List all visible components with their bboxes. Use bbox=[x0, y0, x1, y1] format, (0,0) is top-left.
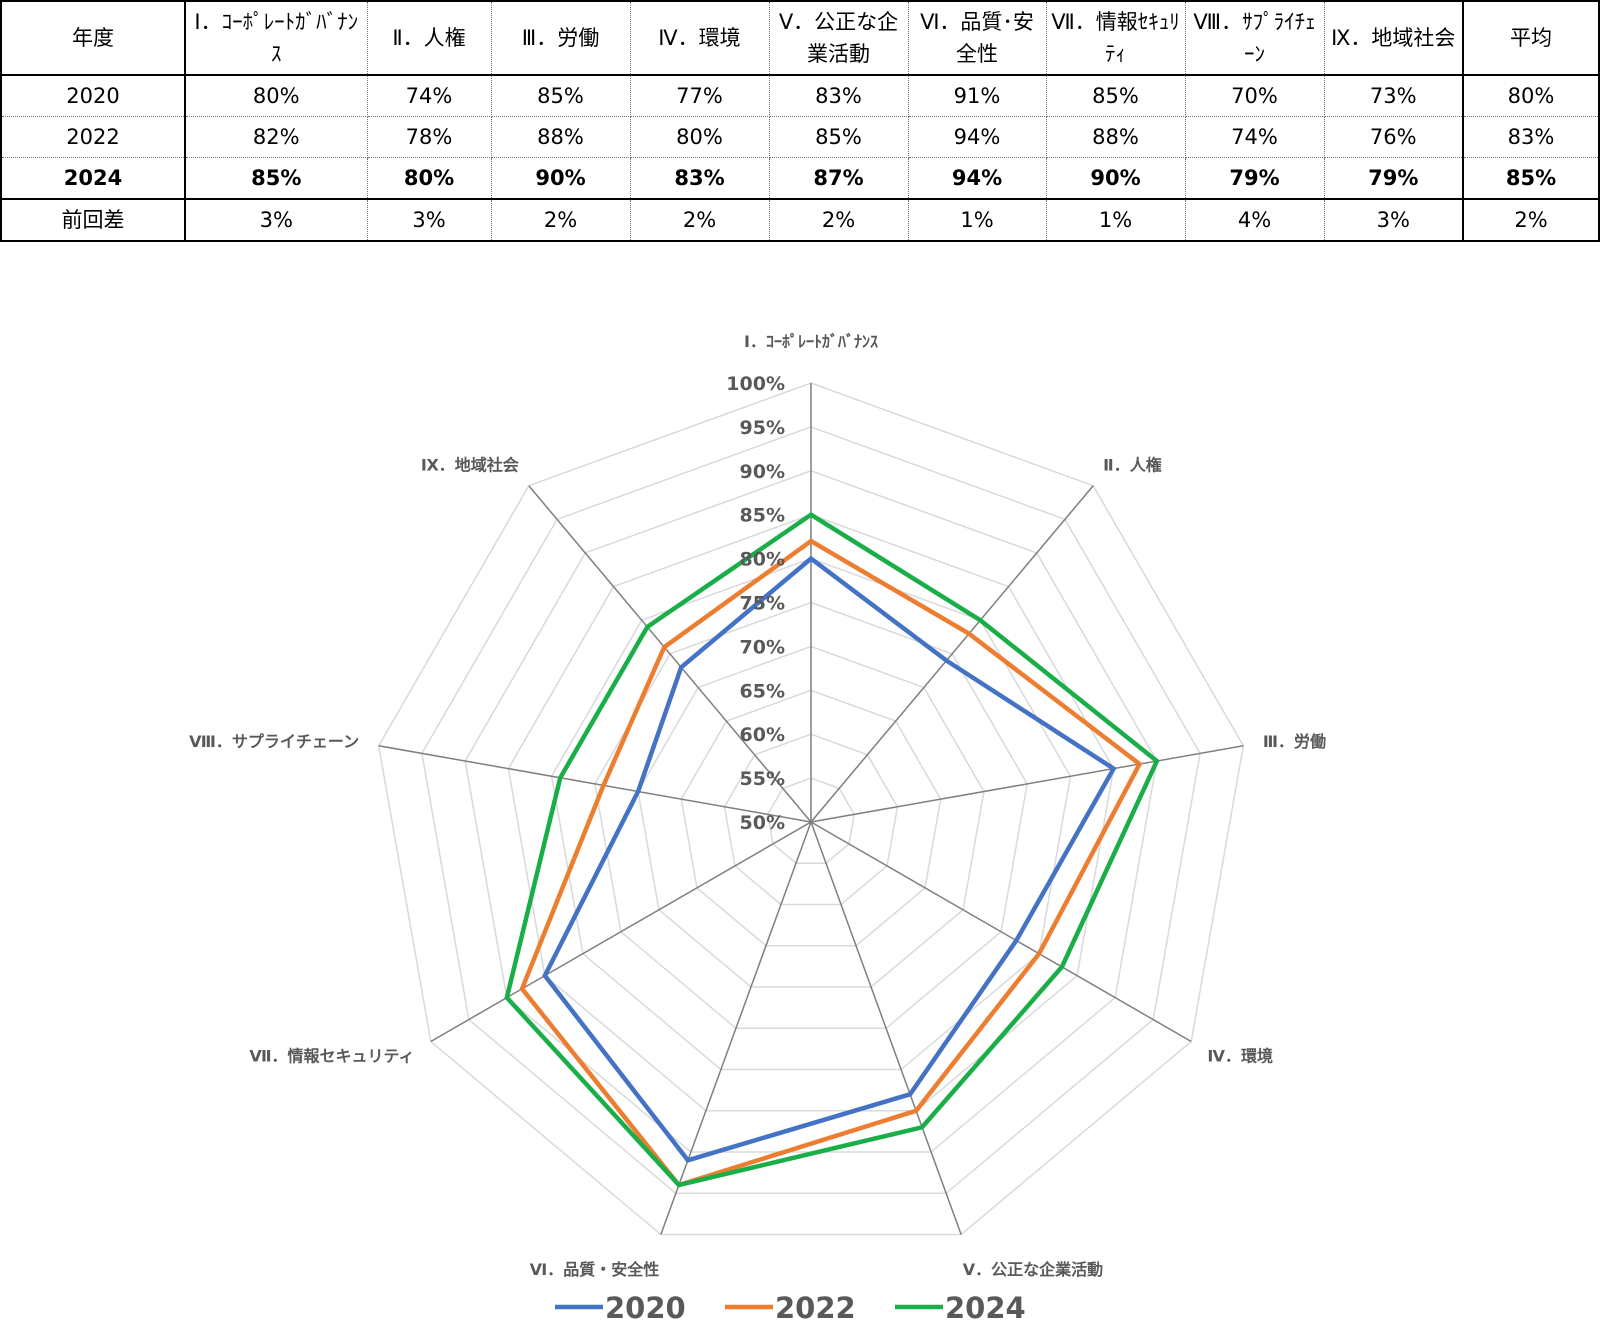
table-cell: 2% bbox=[1462, 198, 1600, 242]
column-header: Ⅵ．品質･安全性 bbox=[907, 0, 1047, 76]
tick-label: 95% bbox=[740, 417, 785, 439]
axis-label: Ⅸ．地域社会 bbox=[421, 455, 519, 474]
column-header: Ⅱ．人権 bbox=[366, 0, 492, 76]
row-label: 前回差 bbox=[0, 198, 186, 242]
axis-label: Ⅱ．人権 bbox=[1103, 455, 1162, 474]
tick-label: 50% bbox=[740, 812, 785, 834]
table-cell: 80% bbox=[1462, 74, 1600, 117]
axis-label: Ⅴ．公正な企業活動 bbox=[963, 1260, 1103, 1279]
grid-ring bbox=[637, 645, 985, 988]
table-cell: 82% bbox=[184, 116, 368, 158]
tick-label: 65% bbox=[740, 680, 785, 702]
table-cell: 3% bbox=[366, 198, 492, 242]
grid-ring bbox=[550, 557, 1072, 1071]
axis-spoke bbox=[810, 745, 1244, 823]
table-cell: 4% bbox=[1184, 198, 1325, 242]
table-cell: 76% bbox=[1323, 116, 1464, 158]
table-cell: 91% bbox=[907, 74, 1047, 117]
column-header: Ⅶ．情報ｾｷｭﾘﾃｨ bbox=[1045, 0, 1186, 76]
axis-label: Ⅳ．環境 bbox=[1207, 1047, 1273, 1066]
legend-label: 2022 bbox=[775, 1291, 856, 1320]
series-line-2024 bbox=[504, 512, 1160, 1188]
column-header: Ⅸ．地域社会 bbox=[1323, 0, 1464, 76]
grid-ring bbox=[723, 733, 899, 906]
axis-label: Ⅶ．情報セキュリティ bbox=[249, 1047, 414, 1066]
tick-label: 70% bbox=[740, 636, 785, 658]
table-cell: 88% bbox=[490, 116, 631, 158]
table-cell: 85% bbox=[768, 116, 909, 158]
table-cell: 74% bbox=[1184, 116, 1325, 158]
legend-label: 2024 bbox=[945, 1291, 1026, 1320]
row-label: 2022 bbox=[0, 116, 186, 158]
table-cell: 79% bbox=[1323, 157, 1464, 200]
column-header: 年度 bbox=[0, 0, 186, 76]
grid-ring bbox=[507, 513, 1115, 1112]
table-cell: 2% bbox=[490, 198, 631, 242]
grid-ring bbox=[377, 382, 1245, 1236]
table-cell: 90% bbox=[490, 157, 631, 200]
legend-label: 2020 bbox=[605, 1291, 686, 1320]
table-row: 2024 85% 80% 90% 83% 87% 94% 90% 79% 79% 85% bbox=[0, 157, 1600, 200]
table-cell: 3% bbox=[1323, 198, 1464, 242]
axis-label: Ⅷ．サプライチェーン bbox=[189, 732, 359, 751]
table-cell: 83% bbox=[629, 157, 770, 200]
tick-label: 100% bbox=[726, 373, 785, 395]
score-table: 年度 Ⅰ．ｺｰﾎﾟﾚｰﾄｶﾞﾊﾞﾅﾝｽ Ⅱ．人権 Ⅲ．労働 Ⅳ．環境 Ⅴ．公正な企業活動 Ⅵ… bbox=[0, 0, 1600, 242]
series-line-2020 bbox=[542, 555, 1117, 1163]
axis-spoke bbox=[810, 821, 962, 1235]
axis-spoke bbox=[810, 821, 1192, 1043]
table-cell: 83% bbox=[1462, 116, 1600, 158]
table-cell: 1% bbox=[907, 198, 1047, 242]
table-row: 2022 82% 78% 88% 80% 85% 94% 88% 74% 76% 83% bbox=[0, 116, 1600, 158]
table-cell: 3% bbox=[184, 198, 368, 242]
column-header: Ⅰ．ｺｰﾎﾟﾚｰﾄｶﾞﾊﾞﾅﾝｽ bbox=[184, 0, 368, 76]
tick-label: 55% bbox=[740, 768, 785, 790]
table-cell: 70% bbox=[1184, 74, 1325, 117]
table-cell: 1% bbox=[1045, 198, 1186, 242]
tick-label: 60% bbox=[740, 724, 785, 746]
table-cell: 85% bbox=[490, 74, 631, 117]
column-header: Ⅲ．労働 bbox=[490, 0, 631, 76]
table-row: 前回差 3% 3% 2% 2% 2% 1% 1% 4% 3% 2% bbox=[0, 198, 1600, 242]
axis-label: Ⅲ．労働 bbox=[1263, 732, 1326, 751]
tick-label: 75% bbox=[740, 593, 785, 615]
table-cell: 80% bbox=[629, 116, 770, 158]
axis-spoke bbox=[810, 485, 1094, 823]
tick-label: 90% bbox=[740, 461, 785, 483]
grid-ring bbox=[766, 777, 856, 865]
table-cell: 2% bbox=[629, 198, 770, 242]
axis-spoke bbox=[378, 745, 812, 823]
table-row: 2020 80% 74% 85% 77% 83% 91% 85% 70% 73% 80% bbox=[0, 74, 1600, 117]
table-cell: 88% bbox=[1045, 116, 1186, 158]
row-label: 2020 bbox=[0, 74, 186, 117]
grid-ring bbox=[680, 689, 942, 947]
table-cell: 87% bbox=[768, 157, 909, 200]
table-cell: 2% bbox=[768, 198, 909, 242]
axis-label: Ⅵ．品質・安全性 bbox=[530, 1260, 660, 1279]
grid-ring bbox=[421, 426, 1201, 1195]
column-header: 平均 bbox=[1462, 0, 1600, 76]
table-cell: 77% bbox=[629, 74, 770, 117]
axis-label: Ⅰ．ｺｰﾎﾟﾚｰﾄｶﾞﾊﾞﾅﾝｽ bbox=[744, 332, 878, 351]
column-header: Ⅳ．環境 bbox=[629, 0, 770, 76]
axis-spoke bbox=[660, 821, 812, 1235]
table-cell: 74% bbox=[366, 74, 492, 117]
table-cell: 80% bbox=[184, 74, 368, 117]
tick-label: 85% bbox=[740, 505, 785, 527]
axis-spoke bbox=[528, 485, 812, 823]
series-line-2022 bbox=[519, 538, 1143, 1188]
axis-spoke bbox=[430, 821, 812, 1043]
column-header: Ⅷ．ｻﾌﾟﾗｲﾁｪｰﾝ bbox=[1184, 0, 1325, 76]
tick-label: 80% bbox=[740, 549, 785, 571]
